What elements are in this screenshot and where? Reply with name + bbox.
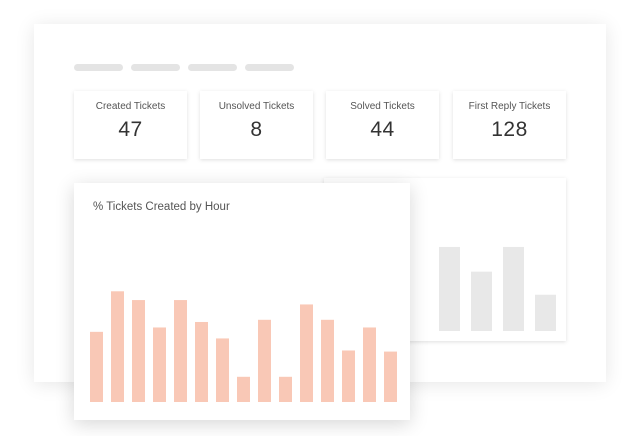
bar-hour-5[interactable] (174, 300, 187, 402)
tab-placeholder[interactable] (131, 64, 180, 71)
bar-hour-2[interactable] (111, 291, 124, 402)
bar-hour-3[interactable] (132, 300, 145, 402)
bar-hour-13[interactable] (342, 350, 355, 402)
tab-placeholder[interactable] (245, 64, 294, 71)
bar-hour-8[interactable] (237, 376, 250, 402)
bar-hour-11[interactable] (300, 304, 313, 402)
tab-placeholder[interactable] (188, 64, 237, 71)
stat-label: Created Tickets (95, 101, 166, 112)
bar-hour-14[interactable] (363, 327, 376, 402)
stat-value: 128 (491, 118, 528, 141)
tickets-by-hour-bar-chart (90, 291, 397, 402)
chart-title: % Tickets Created by Hour (93, 201, 230, 213)
stat-label: First Reply Tickets (468, 101, 551, 112)
bar-hour-4[interactable] (153, 327, 166, 402)
tab-placeholders (74, 64, 294, 71)
stat-card-created-tickets[interactable]: Created Tickets 47 (74, 91, 187, 159)
bar-hour-7[interactable] (216, 338, 229, 402)
stat-label: Unsolved Tickets (218, 101, 295, 112)
bar-hour-1[interactable] (90, 331, 103, 402)
tab-placeholder[interactable] (74, 64, 123, 71)
dashboard-panel: Created Tickets 47 Unsolved Tickets 8 So… (34, 24, 606, 382)
stat-card-solved-tickets[interactable]: Solved Tickets 44 (326, 91, 439, 159)
stat-label: Solved Tickets (350, 101, 415, 112)
stat-value: 8 (250, 118, 263, 141)
stat-card-unsolved-tickets[interactable]: Unsolved Tickets 8 (200, 91, 313, 159)
bar-secondary-3[interactable] (503, 246, 524, 331)
stat-card-first-reply-tickets[interactable]: First Reply Tickets 128 (453, 91, 566, 159)
bar-hour-6[interactable] (195, 321, 208, 402)
bar-hour-12[interactable] (321, 319, 334, 402)
bar-secondary-2[interactable] (471, 271, 492, 331)
bar-secondary-1[interactable] (439, 246, 460, 331)
tickets-by-hour-chart-card: % Tickets Created by Hour (74, 183, 410, 420)
bar-hour-10[interactable] (279, 376, 292, 402)
bar-secondary-4[interactable] (535, 294, 556, 331)
secondary-bar-chart (439, 246, 556, 331)
bar-hour-9[interactable] (258, 319, 271, 402)
stat-value: 47 (118, 118, 143, 141)
stat-value: 44 (370, 118, 395, 141)
bar-hour-15[interactable] (384, 351, 397, 402)
